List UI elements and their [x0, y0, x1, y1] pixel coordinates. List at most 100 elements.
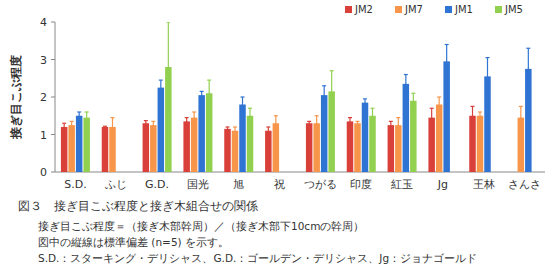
error-cap [471, 106, 475, 107]
error-cap [526, 48, 530, 49]
x-tick-label: Jg [437, 178, 448, 191]
error-cap [62, 123, 66, 124]
error-cap [70, 128, 74, 129]
error-bar [478, 112, 482, 120]
error-line [160, 80, 161, 95]
error-cap [330, 70, 334, 71]
error-bar [62, 123, 66, 131]
error-line [324, 86, 325, 105]
error-cap [274, 115, 278, 116]
error-bar [526, 48, 530, 89]
bar [68, 125, 75, 172]
error-bar [103, 126, 107, 128]
error-bar [200, 91, 204, 99]
error-line [528, 48, 529, 89]
bar [183, 121, 190, 172]
error-line [249, 108, 250, 123]
error-cap [192, 123, 196, 124]
error-cap [62, 130, 66, 131]
error-cap [356, 121, 360, 122]
legend-swatch [345, 6, 352, 13]
error-cap [371, 123, 375, 124]
error-cap [266, 134, 270, 135]
bar [362, 103, 369, 172]
bar [83, 118, 90, 172]
y-tick-label: 2 [40, 91, 47, 104]
note: S.D.：スターキング・デリシャス、G.D.：ゴールデン・デリシャス、Jg：ジョ… [38, 252, 477, 264]
error-line [71, 121, 72, 129]
bar [198, 95, 205, 172]
error-cap [77, 119, 81, 120]
bar [321, 95, 328, 172]
error-cap [348, 125, 352, 126]
y-tick-label: 4 [40, 16, 47, 29]
error-cap [241, 111, 245, 112]
error-bar [192, 112, 196, 123]
note: 接ぎ目こぶ程度＝（接ぎ木部幹周）／（接ぎ木部下10cmの幹周） [38, 220, 364, 232]
error-line [331, 71, 332, 112]
x-tick-label: 紅玉 [391, 178, 413, 191]
legend-swatch [445, 6, 452, 13]
error-bar [274, 116, 278, 131]
error-bar [356, 121, 360, 125]
bar [224, 129, 231, 172]
bar [477, 116, 484, 172]
y-tick-label: 3 [40, 54, 47, 67]
error-cap [241, 96, 245, 97]
bar [76, 116, 83, 172]
error-cap [389, 128, 393, 129]
x-tick-label: 祝 [274, 178, 285, 191]
x-tick-label: 王林 [473, 178, 495, 191]
y-tick [51, 134, 55, 135]
bar [436, 105, 443, 173]
bar [395, 125, 402, 172]
error-cap [111, 136, 115, 137]
error-cap [519, 106, 523, 107]
y-tick [51, 59, 55, 60]
error-bar [241, 97, 245, 112]
error-cap [363, 98, 367, 99]
bar [158, 88, 165, 172]
bar [102, 127, 109, 172]
x-tick-label: さんさ [508, 178, 541, 191]
error-cap [274, 130, 278, 131]
error-cap [471, 125, 475, 126]
error-cap [363, 106, 367, 107]
error-cap [207, 80, 211, 81]
y-axis-label: 接ぎ目こぶ程度 [9, 55, 23, 140]
error-cap [248, 108, 252, 109]
error-cap [144, 125, 148, 126]
bar [388, 125, 395, 172]
error-line [79, 112, 80, 120]
error-line [405, 75, 406, 94]
error-line [234, 127, 235, 135]
error-cap [371, 108, 375, 109]
error-bar [226, 127, 230, 131]
error-cap [330, 111, 334, 112]
error-cap [356, 125, 360, 126]
legend-label: JM7 [404, 4, 423, 15]
error-cap [389, 121, 393, 122]
y-tick [51, 172, 55, 173]
error-bar [111, 118, 115, 137]
error-bar [144, 121, 148, 126]
error-bar [411, 93, 415, 108]
error-bar [445, 45, 449, 79]
x-tick-label: G.D. [145, 178, 169, 191]
error-line [364, 99, 365, 107]
bar [403, 84, 410, 172]
x-tick-label: 印度 [350, 178, 372, 191]
error-cap [430, 126, 434, 127]
y-tick-label: 1 [40, 129, 47, 142]
error-cap [144, 120, 148, 121]
error-cap [348, 117, 352, 118]
error-cap [200, 98, 204, 99]
error-bar [70, 121, 74, 129]
bar [273, 123, 280, 172]
error-bar [166, 22, 170, 112]
error-line [268, 127, 269, 135]
error-line [242, 97, 243, 112]
error-cap [200, 91, 204, 92]
error-line [413, 93, 414, 108]
bar [61, 127, 68, 172]
